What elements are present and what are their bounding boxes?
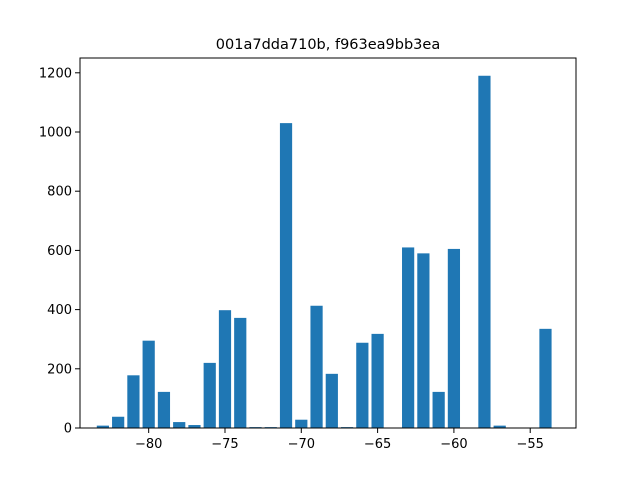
bar [402,247,415,428]
bar [127,375,140,428]
bar [295,419,308,428]
y-tick-label: 800 [47,185,72,200]
bars-group [96,75,552,429]
y-axis: 0 200 400 600 800 1000 1200 [39,66,80,437]
bar [96,425,109,428]
y-tick-label: 1000 [39,126,72,141]
x-tick-label: −80 [135,437,162,452]
bar [234,317,247,428]
bar [203,362,216,428]
bar [478,75,491,428]
bar [325,373,338,428]
bar [142,340,155,428]
bar [188,425,201,428]
bar [310,305,323,428]
bar [218,310,232,428]
bar [493,425,506,428]
x-tick-label: −55 [516,437,543,452]
bar [157,391,171,428]
bar [539,328,552,428]
y-tick-label: 600 [47,244,72,259]
bar [279,123,293,429]
x-tick-label: −75 [211,437,238,452]
plot-frame [79,57,577,429]
x-axis: −80 −75 −70 −65 −60 −55 [135,428,544,452]
x-tick-label: −60 [440,437,467,452]
x-tick-label: −70 [288,437,315,452]
y-tick-label: 0 [64,422,72,437]
bar [356,342,369,428]
bar [371,333,384,428]
bar [417,253,430,428]
chart-title: 001a7dda710b, f963ea9bb3ea [216,37,440,53]
bar [173,422,186,428]
bar [432,391,445,428]
x-tick-label: −65 [364,437,391,452]
y-tick-label: 200 [47,362,72,377]
y-tick-label: 1200 [39,66,72,81]
bar [112,416,125,428]
bar [447,248,461,428]
y-tick-label: 400 [47,303,72,318]
